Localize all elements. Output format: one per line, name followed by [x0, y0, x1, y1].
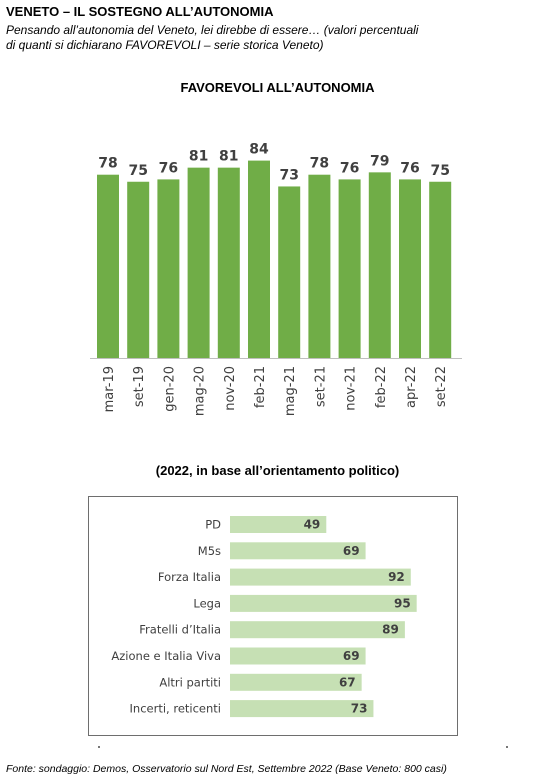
bar — [217, 167, 240, 358]
bar — [187, 167, 210, 358]
bar — [230, 621, 405, 639]
data-label: 76 — [340, 160, 359, 176]
decorative-dot — [506, 746, 508, 748]
page-subtitle: Pensando all’autonomia del Veneto, lei d… — [6, 23, 526, 53]
data-label: 95 — [394, 596, 411, 610]
data-label: 78 — [310, 156, 329, 172]
x-tick-label: nov-20 — [223, 366, 238, 411]
data-label: 76 — [159, 160, 178, 176]
data-label: 75 — [128, 163, 147, 179]
category-label: Lega — [193, 596, 221, 610]
subtitle-line-1: Pensando all’autonomia del Veneto, lei d… — [6, 23, 419, 37]
data-label: 78 — [98, 156, 117, 172]
bar — [230, 516, 327, 533]
subtitle-line-2: di quanti si dichiarano FAVOREVOLI – ser… — [6, 38, 324, 52]
category-label: M5s — [198, 544, 221, 558]
bar — [308, 174, 331, 358]
data-label: 84 — [249, 142, 269, 158]
bar — [230, 594, 417, 612]
data-label: 92 — [388, 570, 405, 584]
bar — [230, 673, 362, 691]
data-label: 69 — [343, 544, 360, 558]
bar — [338, 179, 361, 358]
x-tick-label: set-22 — [434, 366, 449, 407]
source-footnote: Fonte: sondaggio: Demos, Osservatorio su… — [6, 763, 447, 775]
decorative-dot — [98, 746, 100, 748]
x-tick-label: mag-21 — [283, 366, 298, 416]
bar — [278, 186, 301, 358]
chart1-title: FAVOREVOLI ALL’AUTONOMIA — [180, 80, 375, 95]
x-tick-label: feb-22 — [374, 366, 389, 408]
category-label: PD — [205, 518, 221, 532]
data-label: 89 — [382, 623, 399, 637]
x-tick-label: feb-21 — [253, 366, 268, 408]
x-tick-label: gen-20 — [162, 366, 177, 412]
x-tick-label: set-19 — [132, 366, 147, 407]
bar — [248, 160, 270, 358]
category-label: Azione e Italia Viva — [111, 649, 221, 663]
data-label: 69 — [343, 649, 360, 663]
category-label: Forza Italia — [158, 570, 221, 584]
bar — [97, 174, 119, 358]
bar — [429, 181, 452, 358]
data-label: 81 — [189, 149, 208, 165]
data-label: 81 — [219, 149, 238, 165]
data-label: 76 — [400, 160, 419, 176]
chart2-frame — [88, 496, 458, 736]
data-label: 73 — [351, 702, 368, 716]
time-series-bar-chart: 78 mar-19 75 set-19 76 gen-20 81 mag-20 81 nov-20… — [90, 142, 462, 416]
bar — [230, 700, 374, 718]
bar — [230, 647, 366, 665]
x-tick-label: mar-19 — [102, 366, 117, 412]
data-label: 67 — [339, 675, 356, 689]
x-tick-label: set-21 — [313, 366, 328, 407]
category-label: Fratelli d’Italia — [139, 623, 221, 637]
x-tick-label: nov-21 — [344, 366, 359, 411]
category-label: Altri partiti — [159, 675, 221, 689]
bar — [368, 172, 391, 358]
bar — [399, 179, 421, 358]
category-label: Incerti, reticenti — [130, 702, 221, 716]
data-label: 73 — [279, 167, 298, 183]
data-label: 49 — [304, 518, 321, 532]
data-label: 75 — [430, 163, 449, 179]
bar — [230, 542, 366, 560]
bar — [127, 181, 150, 358]
x-tick-label: mag-20 — [193, 366, 208, 416]
chart2-title: (2022, in base all’orientamento politico… — [155, 463, 400, 478]
party-bar-chart: PD 49 M5s 69 Forza Italia 92 Lega 95 Fratelli d’… — [111, 516, 417, 718]
x-tick-label: apr-22 — [404, 366, 419, 408]
bar — [230, 568, 411, 586]
data-label: 79 — [370, 153, 389, 169]
page-title: VENETO – IL SOSTEGNO ALL’AUTONOMIA — [6, 4, 274, 19]
bar — [157, 179, 180, 358]
